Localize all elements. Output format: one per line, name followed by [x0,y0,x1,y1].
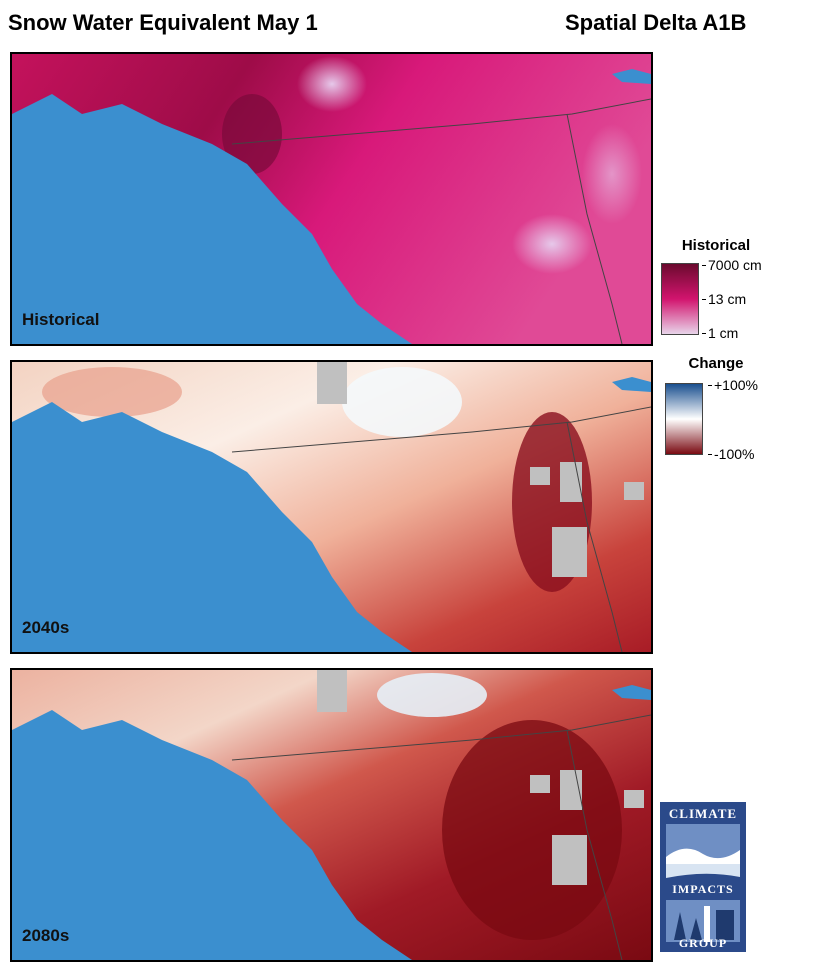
no-data-cell [624,482,644,500]
panel-label: 2040s [22,618,70,637]
border-line [231,98,651,145]
change-legend-title: Change [688,355,744,372]
lake [612,377,651,392]
historical-map-panel: Historical [10,52,653,346]
high-snow-area [512,214,592,274]
border-line [566,729,623,960]
ocean [12,402,412,652]
border-line [566,421,623,652]
border-line [231,714,651,761]
scenario-title: Spatial Delta A1B [565,10,747,35]
historical-tick-min: 1 cm [701,325,739,341]
no-data-cell [624,790,644,808]
no-data-cell [552,527,587,577]
border-line [231,406,651,453]
2040s-map-panel: 2040s [10,360,653,654]
change-tick-max: +100% [708,377,758,393]
2080s-map [12,670,651,960]
low-snow-area [222,94,282,174]
lake [612,685,651,700]
ocean [12,94,412,344]
logo-text-bottom: GROUP [678,936,728,950]
small-change-area [377,673,487,717]
historical-tick-mid: 13 cm [701,291,747,307]
border-line [566,113,623,344]
lake [612,69,651,84]
map-title: Snow Water Equivalent May 1 [8,10,318,35]
large-decline-area [442,720,622,940]
high-snow-area [297,56,367,112]
panel-label: 2080s [22,926,70,945]
2080s-map-panel: 2080s [10,668,653,962]
landscape-icon [666,824,740,942]
logo-text-middle: IMPACTS [672,882,734,896]
ocean [12,710,412,960]
historical-legend-title: Historical [681,237,751,254]
change-color-bar [665,383,703,455]
historical-color-bar [661,263,699,335]
no-data-cell [317,362,347,404]
climate-impacts-group-logo: CLIMATE IMPACTS GROUP [660,802,746,952]
no-data-cell [552,835,587,885]
no-data-cell [530,775,550,793]
small-change-area [342,367,462,437]
panel-label: Historical [22,310,100,329]
historical-map [12,54,651,344]
no-data-cell [317,670,347,712]
logo-text-top: CLIMATE [668,806,738,821]
2040s-map [12,362,651,652]
historical-tick-max: 7000 cm [702,257,762,273]
change-tick-min: -100% [707,446,755,462]
no-data-cell [530,467,550,485]
